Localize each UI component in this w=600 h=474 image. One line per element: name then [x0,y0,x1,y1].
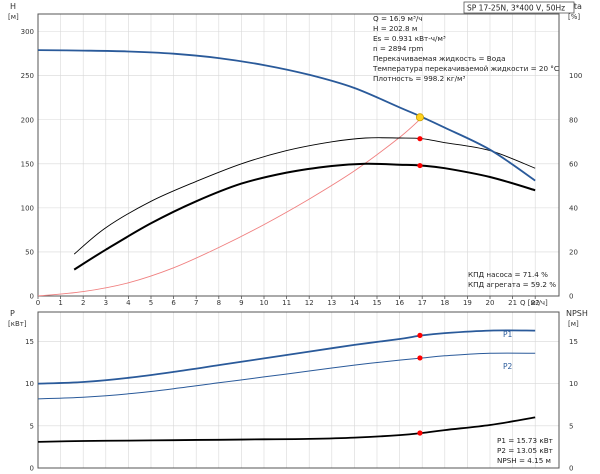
flow-axis-label: Q [м³/ч] [520,299,548,307]
x-tick-label: 17 [418,299,427,307]
x-tick-label: 12 [305,299,314,307]
info-line: Температура перекачиваемой жидкости = 20… [372,64,559,73]
p2-power-curve [37,352,536,400]
head-tick-label: 100 [21,204,34,212]
power-tick-label: 0 [30,465,34,473]
x-tick-label: 10 [260,299,269,307]
head-tick-label: 250 [21,72,34,80]
x-tick-label: 21 [508,299,517,307]
axis-tick-labels: 0 1 2 3 4 5 6 7 8 9 10 11 12 13 14 15 16 17 18 19 20 21 220501… [21,28,583,472]
pump-efficiency-curve [73,137,536,255]
x-tick-label: 0 [36,299,40,307]
head-tick-label: 150 [21,160,34,168]
system-curve [37,116,423,297]
x-tick-label: 15 [373,299,382,307]
npsh-tick-label: 10 [569,380,578,388]
x-tick-label: 4 [126,299,131,307]
head-axis-symbol: H [10,2,16,11]
npsh-axis-unit: [м] [568,320,579,328]
pump-title: SP 17-25N, 3*400 V, 50Hz [467,4,565,13]
eta-axis-unit: [%] [568,13,580,21]
power-axis-symbol: P [10,309,15,318]
info-line: Q = 16.9 м³/ч [373,14,423,23]
series-label-p1: P1 [503,330,513,339]
x-tick-label: 9 [239,299,243,307]
pump-title-box [463,1,575,14]
power-notes: P1 = 15.73 кВт P2 = 13.05 кВт NPSH = 4.1… [497,436,553,465]
eta-axis-symbol: eta [569,2,582,11]
bottom-plot-frame [37,311,560,469]
duty-point-p2-marker [417,355,423,361]
head-curve [37,49,536,182]
duty-point-head-marker [415,113,424,122]
eta-tick-label: 80 [569,116,578,124]
eta-tick-label: 100 [569,72,582,80]
pump-efficiency-note: КПД насоса = 71.4 % [468,270,548,279]
info-line: Перекачиваемая жидкость = Вода [373,54,506,63]
bottom-plot-grid [38,312,559,468]
eta-tick-label: 40 [569,204,578,212]
head-tick-label: 300 [21,28,34,36]
x-tick-label: 20 [486,299,495,307]
info-line: n = 2894 rpm [373,44,423,53]
npsh-tick-label: 15 [569,338,578,346]
duty-point-markers [415,113,424,436]
eta-tick-label: 60 [569,160,578,168]
bottom-plot-curves [37,329,536,443]
info-line: Es = 0.931 кВт-ч/м³ [373,34,446,43]
head-axis-unit: [м] [8,13,19,21]
unit-efficiency-note: КПД агрегата = 59.2 % [468,280,556,289]
p2-note: P2 = 13.05 кВт [497,446,553,455]
power-tick-label: 10 [25,380,34,388]
x-tick-label: 18 [440,299,449,307]
series-label-p2: P2 [503,362,513,371]
x-tick-label: 8 [217,299,221,307]
x-tick-label: 7 [194,299,198,307]
duty-point-npsh-marker [417,430,423,436]
operating-info: Q = 16.9 м³/ч H = 202.8 м Es = 0.931 кВт… [372,14,559,83]
eta-tick-label: 0 [569,293,573,301]
x-tick-label: 1 [58,299,62,307]
head-tick-label: 0 [30,293,34,301]
x-tick-label: 13 [327,299,336,307]
npsh-curve [37,416,536,443]
top-plot-curves [37,49,536,297]
power-axis-unit: [кВт] [8,320,27,328]
p1-note: P1 = 15.73 кВт [497,436,553,445]
x-tick-label: 22 [531,299,540,307]
duty-point-eta-pump-marker [417,136,423,142]
p1-power-curve [37,329,536,385]
head-tick-label: 50 [25,248,34,256]
duty-point-p1-marker [417,332,423,338]
x-tick-label: 11 [282,299,291,307]
info-line: H = 202.8 м [373,24,417,33]
power-tick-label: 15 [25,338,34,346]
head-tick-label: 200 [21,116,34,124]
info-line: Плотность = 998.2 кг/м³ [373,74,465,83]
efficiency-notes: КПД насоса = 71.4 % КПД агрегата = 59.2 … [468,270,556,289]
x-tick-label: 2 [81,299,85,307]
x-tick-label: 19 [463,299,472,307]
x-tick-label: 14 [350,299,359,307]
duty-point-eta-total-marker [417,162,423,169]
x-tick-label: 16 [395,299,404,307]
top-plot-frame [37,13,560,297]
unit-efficiency-curve [73,162,536,271]
npsh-note: NPSH = 4.15 м [497,456,551,465]
npsh-axis-symbol: NPSH [566,309,588,318]
npsh-tick-label: 0 [569,465,573,473]
eta-tick-label: 20 [569,248,578,256]
x-tick-label: 6 [171,299,176,307]
npsh-tick-label: 5 [569,422,573,430]
x-tick-label: 3 [104,299,108,307]
power-tick-label: 5 [30,422,34,430]
x-tick-label: 5 [149,299,153,307]
